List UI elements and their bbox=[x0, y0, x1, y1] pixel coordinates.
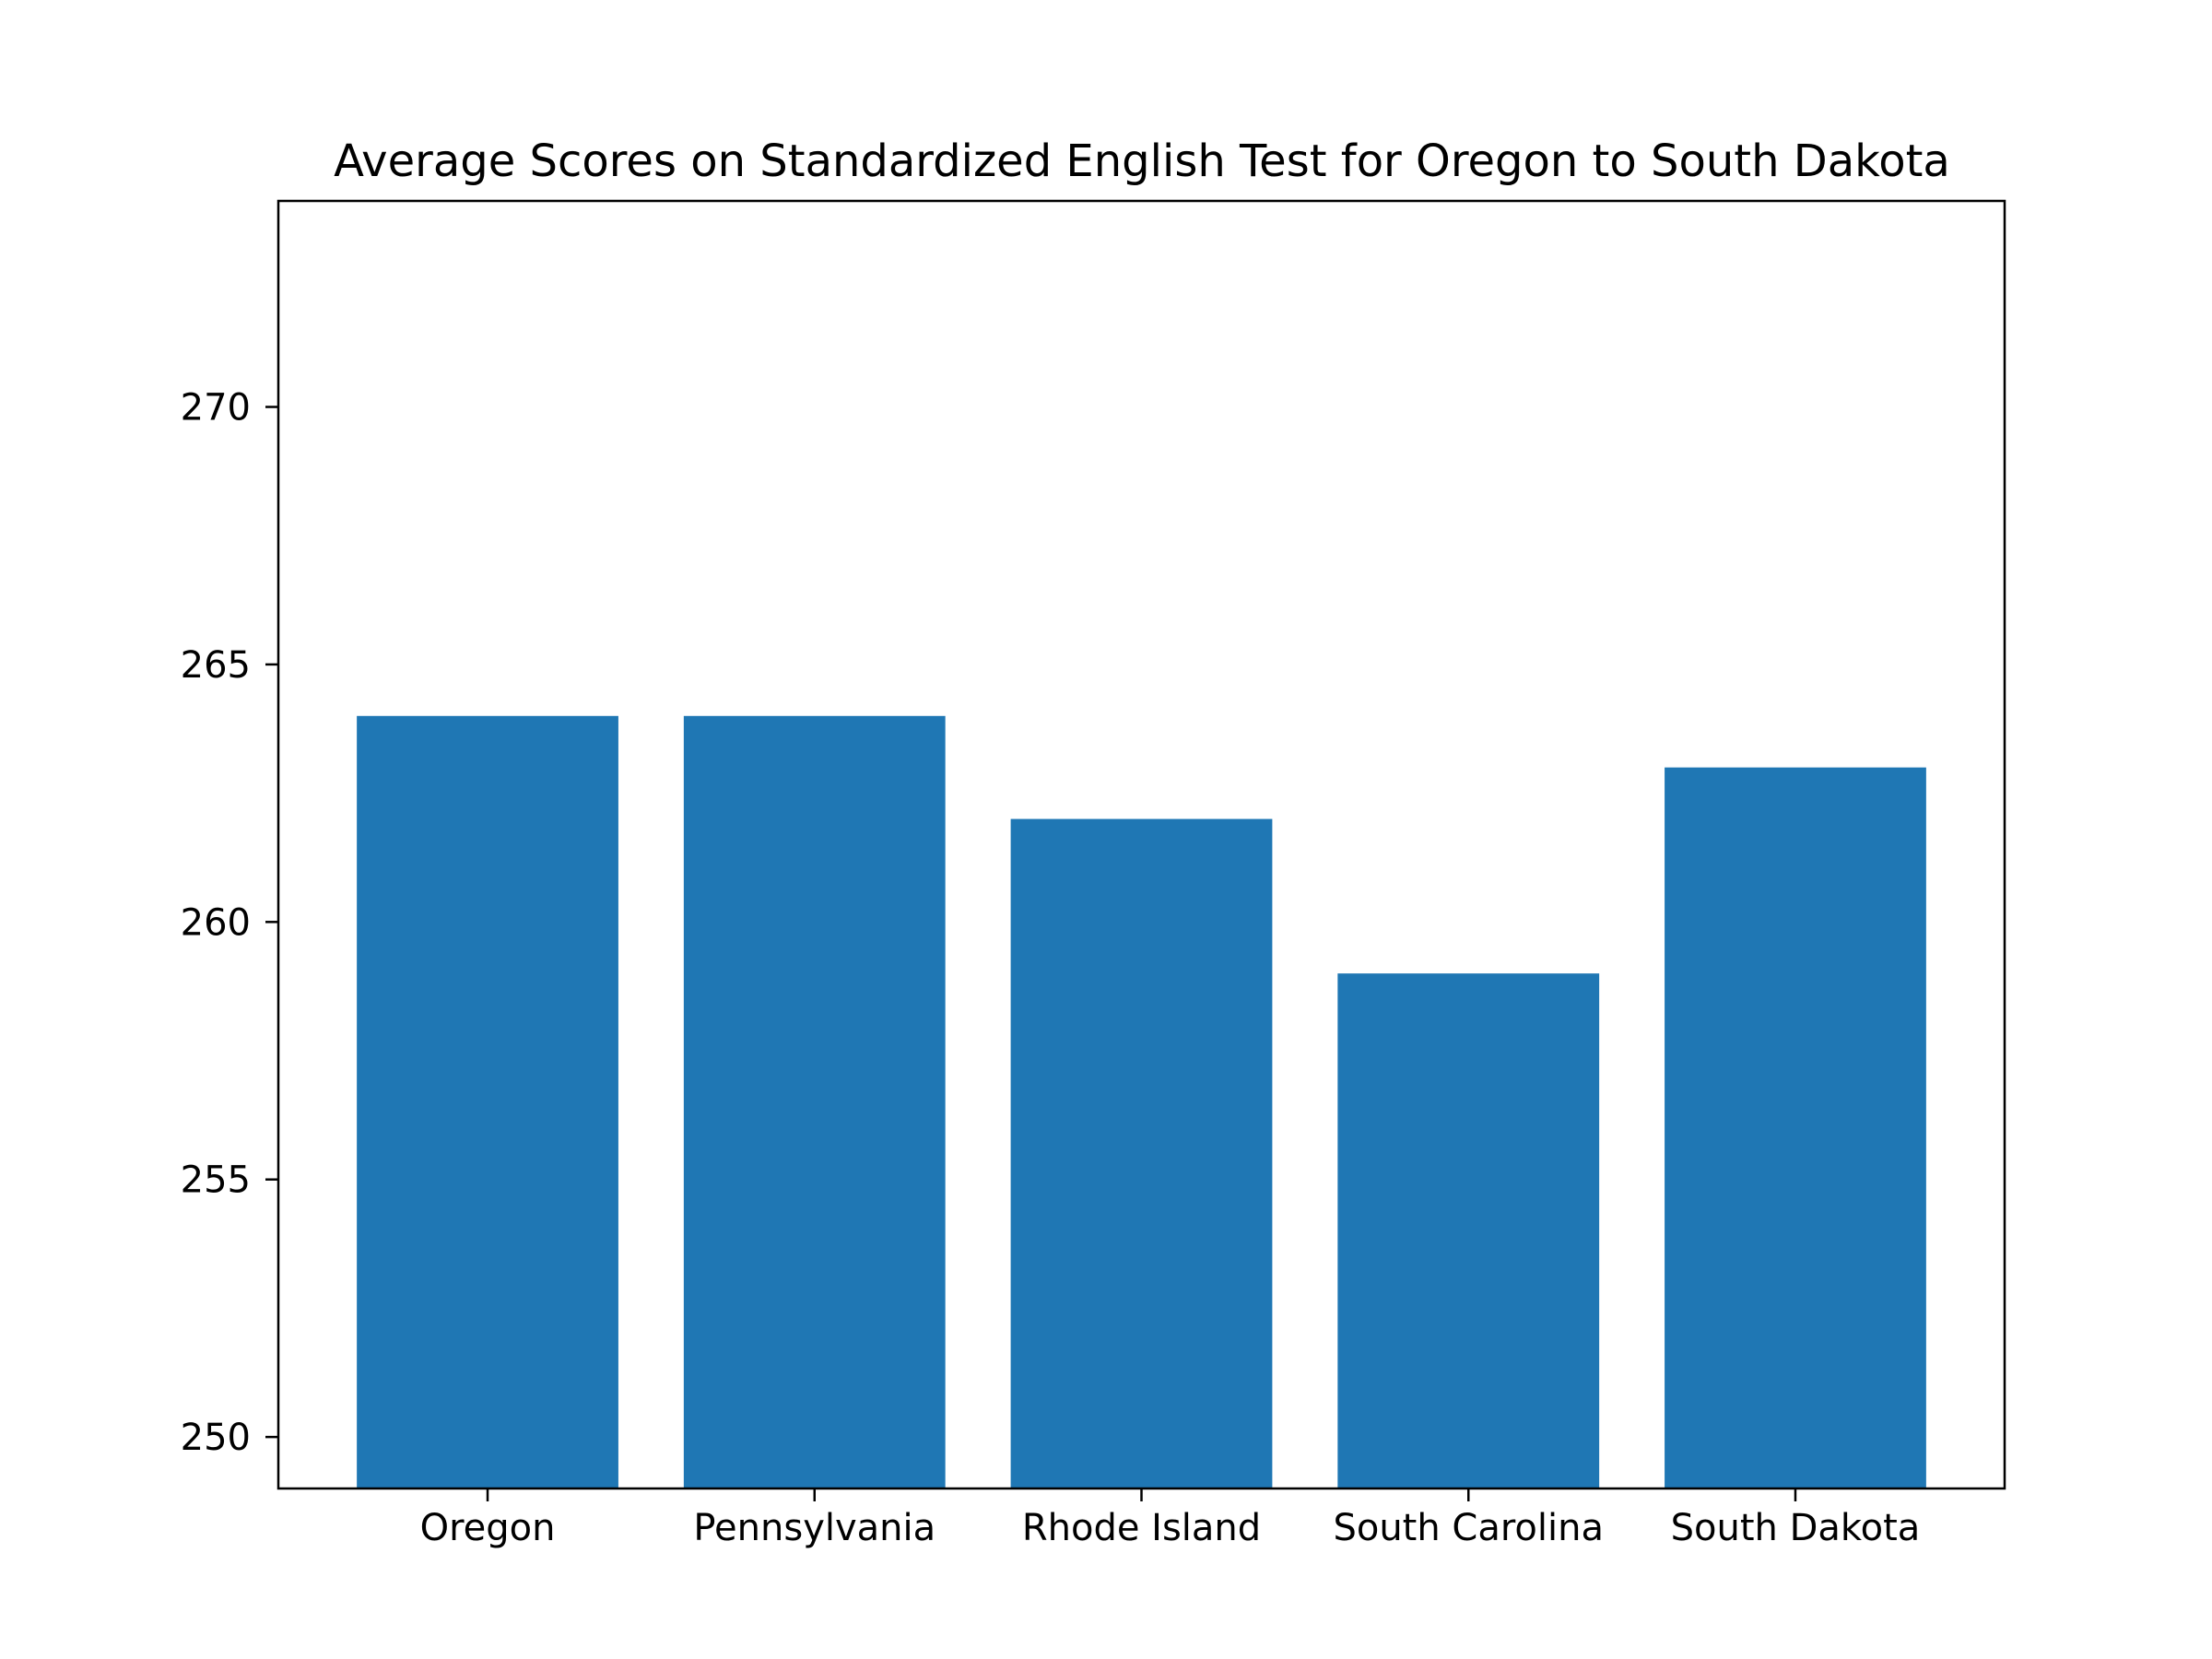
y-tick-label: 270 bbox=[181, 387, 251, 429]
x-tick-label: Oregon bbox=[420, 1507, 556, 1549]
plot-area-frame bbox=[276, 199, 2006, 1490]
y-tick-label: 250 bbox=[181, 1417, 251, 1459]
bars-group bbox=[357, 715, 1926, 1488]
bar-south-carolina bbox=[1337, 973, 1600, 1488]
y-axis: 250 255 260 265 270 bbox=[181, 387, 278, 1459]
chart-title: Average Scores on Standardized English T… bbox=[334, 135, 1950, 187]
y-tick-label: 265 bbox=[181, 644, 251, 687]
bar-rhode-island bbox=[1010, 818, 1273, 1488]
bar-south-dakota bbox=[1665, 767, 1926, 1488]
bar-pennsylvania bbox=[683, 715, 946, 1488]
x-tick-label: Rhode Island bbox=[1022, 1507, 1261, 1549]
x-tick-label: South Dakota bbox=[1671, 1507, 1921, 1549]
y-tick-label: 255 bbox=[181, 1159, 251, 1202]
x-tick-label: South Carolina bbox=[1333, 1507, 1604, 1549]
bar-oregon bbox=[357, 715, 618, 1488]
y-tick-label: 260 bbox=[181, 901, 251, 944]
x-axis: Oregon Pennsylvania Rhode Island South Caro… bbox=[420, 1488, 1921, 1549]
x-tick-label: Pennsylvania bbox=[693, 1507, 935, 1549]
